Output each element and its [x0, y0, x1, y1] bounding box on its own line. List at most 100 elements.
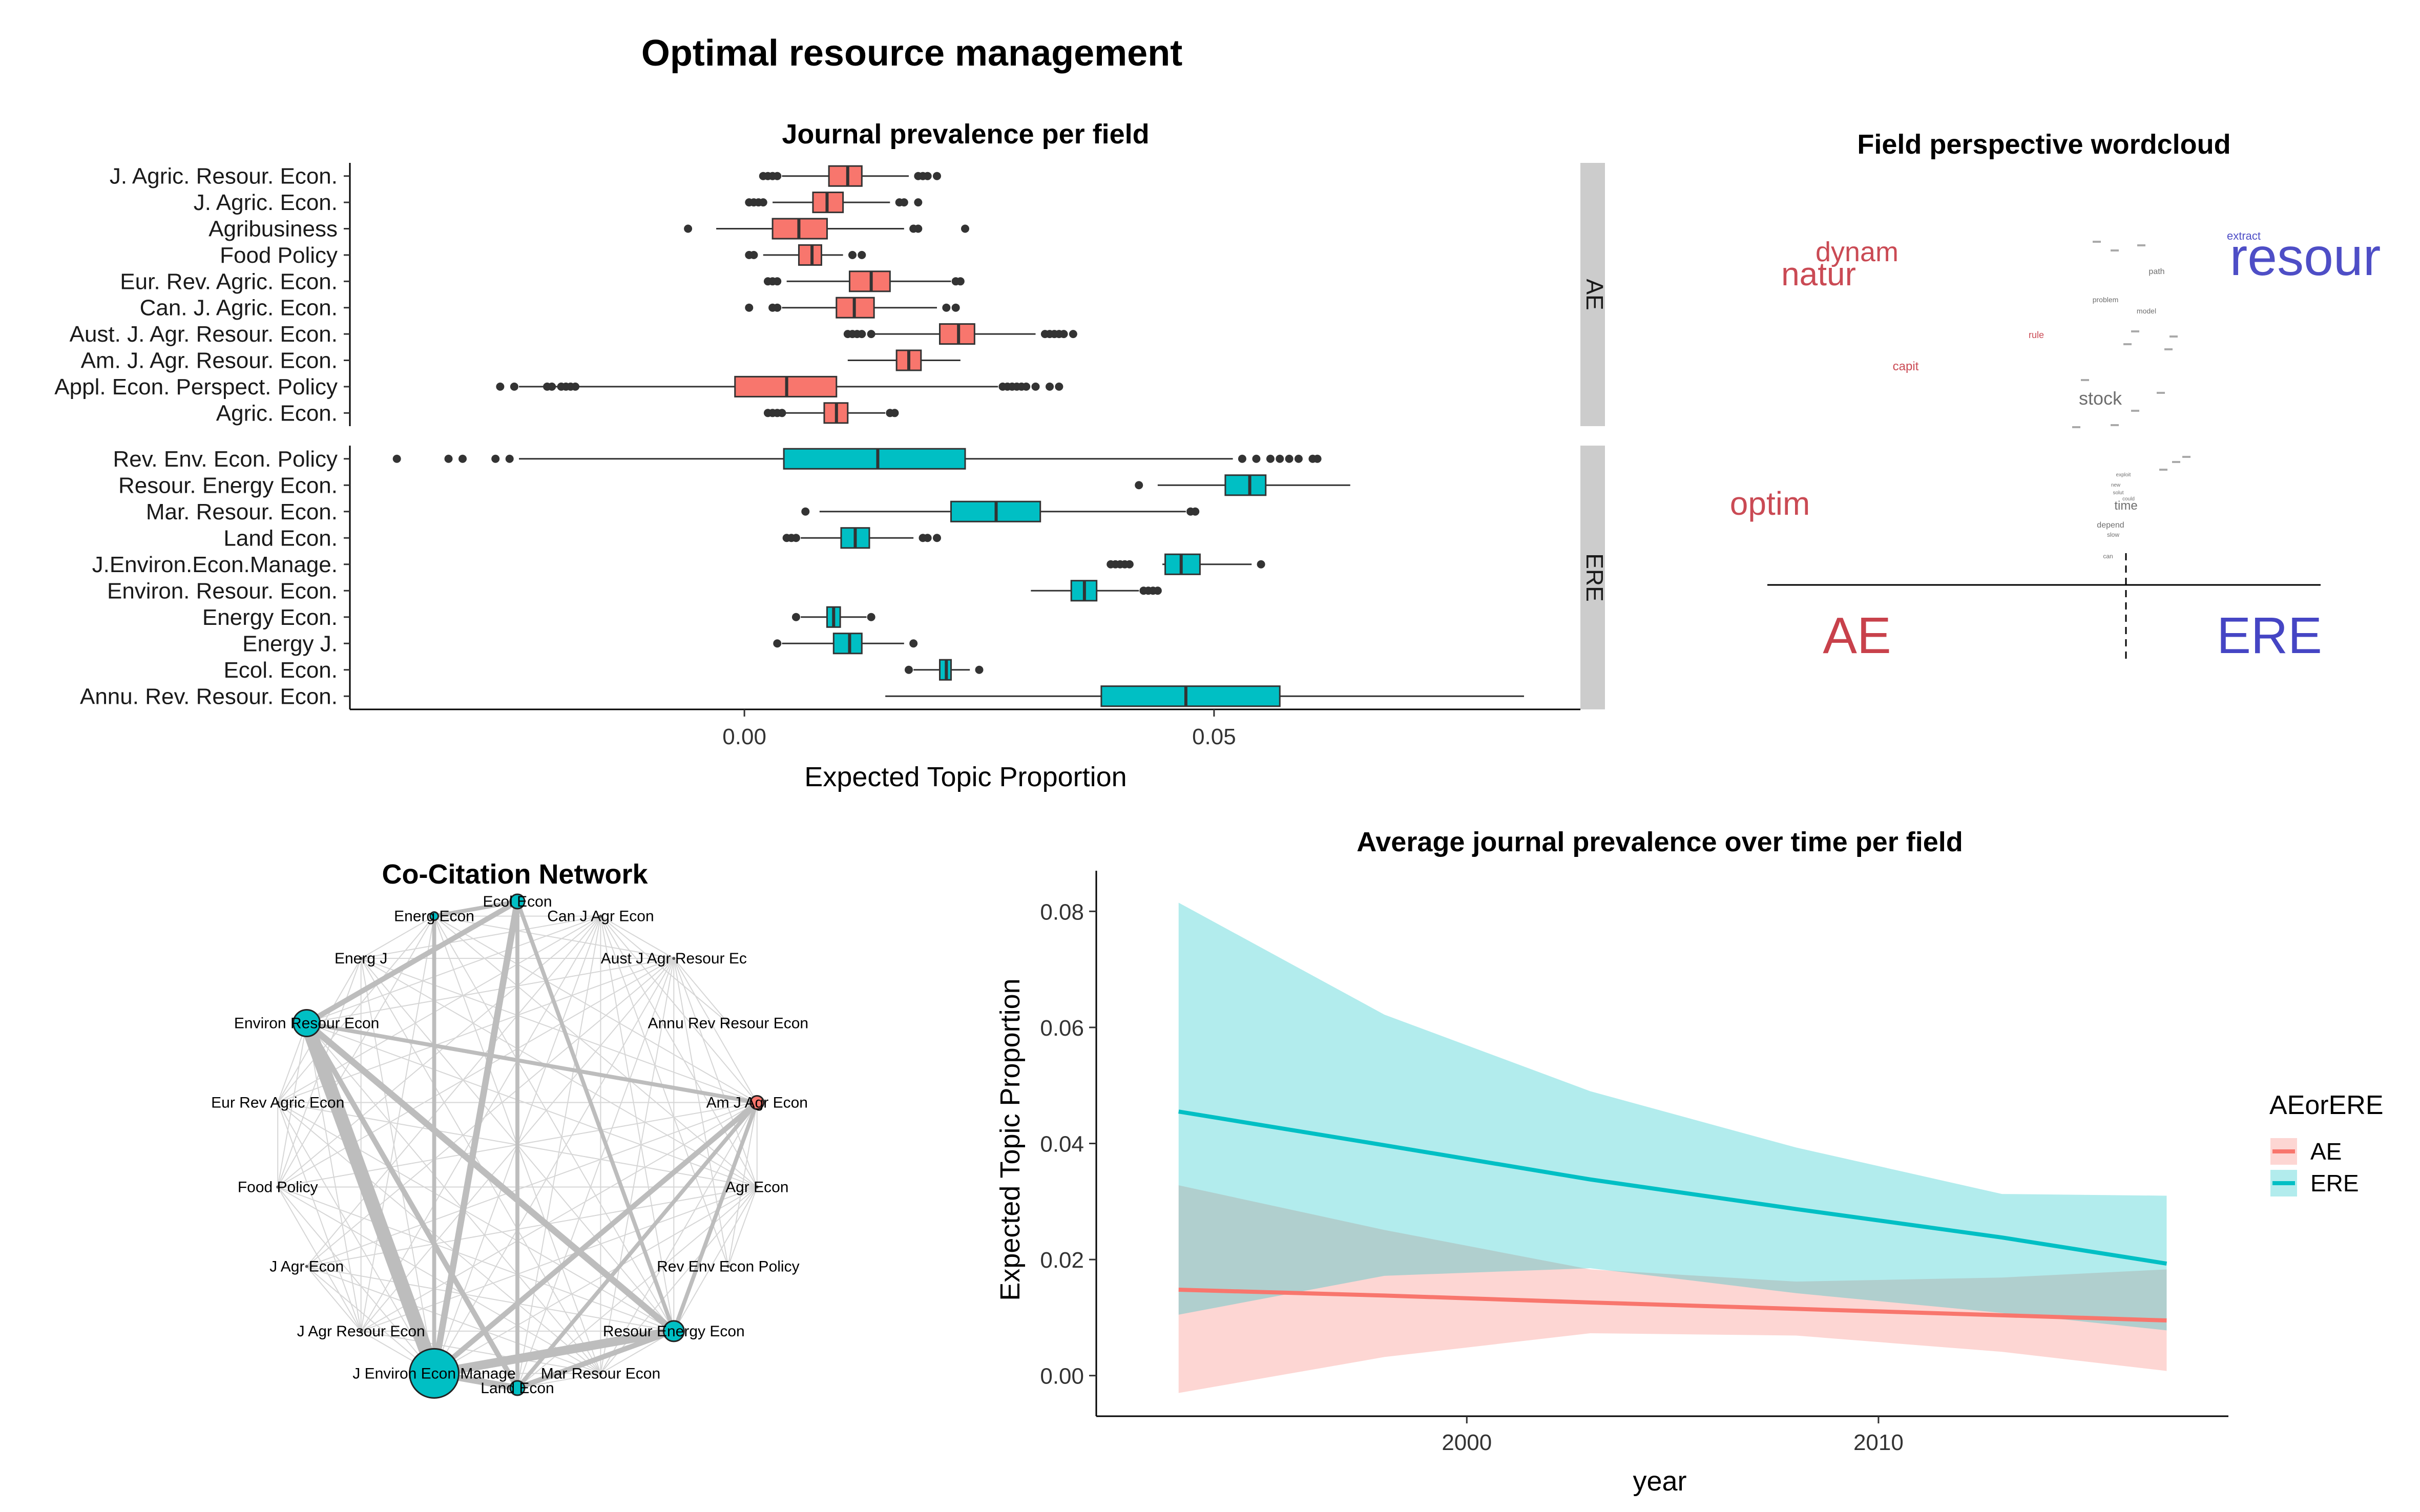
- journal-label: Energy Econ.: [202, 605, 338, 630]
- y-tick-label: 0.06: [1040, 1016, 1084, 1041]
- network-node: [359, 1329, 363, 1333]
- network-edge-light: [517, 958, 675, 1389]
- outlier-point: [1135, 481, 1143, 490]
- network-node: [429, 911, 440, 921]
- network-edge-light: [277, 1186, 362, 1332]
- outlier-point: [1285, 454, 1294, 463]
- outlier-point: [1266, 454, 1275, 463]
- outlier-point: [773, 303, 782, 312]
- tiny-word-mark: [2093, 241, 2101, 243]
- x-tick-label: 2010: [1853, 1430, 1904, 1455]
- network-node-label: Agr Econ: [725, 1179, 788, 1195]
- outlier-point: [848, 250, 857, 259]
- outlier-point: [745, 303, 754, 312]
- wordcloud-word: rule: [2029, 330, 2044, 340]
- outlier-point: [858, 330, 866, 339]
- journal-label: Appl. Econ. Perspect. Policy: [54, 374, 338, 400]
- network-edge-light: [433, 916, 675, 1332]
- outlier-point: [1059, 330, 1068, 339]
- outlier-point: [491, 454, 500, 463]
- journal-label: Ecol. Econ.: [223, 658, 338, 683]
- outlier-point: [1125, 560, 1134, 569]
- network-edge-light: [277, 1186, 435, 1374]
- network-edge-light: [277, 1102, 601, 1374]
- facet-strip: [1580, 163, 1605, 426]
- network-edge-light: [600, 916, 729, 1267]
- network-edge-light: [727, 1187, 758, 1267]
- outlier-point: [900, 198, 908, 207]
- legend: AEorERE AE ERE: [2269, 1090, 2384, 1196]
- network-node-label: Resour Energy Econ: [603, 1323, 745, 1340]
- network-node: [409, 1348, 460, 1399]
- network-node-label: Energ Econ: [394, 908, 474, 925]
- network-edge: [516, 1101, 759, 1390]
- outlier-point: [548, 382, 556, 391]
- outlier-point: [778, 409, 786, 417]
- wordcloud-word: can: [2103, 553, 2113, 560]
- wordcloud-word: extract: [2227, 229, 2261, 242]
- network-edge-light: [673, 958, 758, 1187]
- y-tick-label: 0.02: [1040, 1248, 1084, 1273]
- network-node: [662, 1320, 685, 1342]
- network-edge-light: [277, 1186, 674, 1332]
- x-tick-label: 0.00: [722, 724, 766, 749]
- wordcloud-word: optim: [1730, 485, 1810, 522]
- wordcloud-word: exploit: [2116, 472, 2131, 478]
- network-edge-light: [277, 958, 674, 1188]
- journal-label: Resour. Energy Econ.: [118, 473, 338, 498]
- outlier-point: [1252, 454, 1261, 463]
- wordcloud-panel: Field perspective wordcloud AE ERE dynam…: [1730, 129, 2381, 664]
- journal-label: Annu. Rev. Resour. Econ.: [80, 684, 338, 709]
- series-line: [1178, 1288, 2167, 1323]
- outlier-point: [1257, 560, 1265, 569]
- outlier-point: [904, 665, 913, 674]
- journal-label: Food Policy: [220, 243, 338, 268]
- network-edge: [432, 1100, 759, 1376]
- legend-label: ERE: [2310, 1170, 2359, 1196]
- network-node-label: Food Policy: [238, 1179, 318, 1195]
- wordcloud-title: Field perspective wordcloud: [1857, 129, 2230, 160]
- outlier-point: [914, 198, 923, 207]
- timeseries-y-axis-label: Expected Topic Proportion: [995, 978, 1026, 1300]
- wordcloud-word: path: [2148, 267, 2164, 276]
- network-edge-light: [600, 916, 758, 1103]
- journal-label: Eur. Rev. Agric. Econ.: [120, 269, 338, 294]
- network-node-label: J Agr Econ: [269, 1258, 344, 1275]
- confidence-ribbon: [1178, 1185, 2167, 1393]
- network-node: [305, 1265, 308, 1268]
- x-tick-label: 2000: [1442, 1430, 1492, 1455]
- outlier-point: [505, 454, 514, 463]
- wordcloud-word: natur: [1781, 256, 1856, 292]
- network-node-label: Annu Rev Resour Econ: [648, 1015, 809, 1032]
- network-edge-light: [600, 1102, 758, 1374]
- outlier-point: [1022, 382, 1031, 391]
- series-line: [1178, 1109, 2167, 1266]
- network-edge-light: [673, 958, 729, 1024]
- boxplot-panel: Journal prevalence per field Expected To…: [54, 119, 1608, 792]
- outlier-point: [975, 665, 984, 674]
- wordcloud-word: capit: [1893, 360, 1919, 373]
- network-edge-light: [306, 1266, 435, 1374]
- network-node-label: Mar Resour Econ: [541, 1365, 660, 1382]
- network-edge-light: [277, 1186, 601, 1374]
- network-node-label: Can J Agr Econ: [547, 908, 654, 925]
- journal-label: Can. J. Agric. Econ.: [140, 296, 338, 321]
- network-edge-light: [433, 958, 675, 1374]
- wordcloud-word: depend: [2097, 521, 2124, 530]
- outlier-point: [773, 639, 782, 648]
- outlier-point: [571, 382, 580, 391]
- journal-label: Environ. Resour. Econ.: [107, 578, 338, 603]
- network-node: [276, 1101, 280, 1104]
- outlier-point: [923, 172, 932, 180]
- outlier-point: [791, 613, 800, 621]
- tiny-word-mark: [2137, 244, 2145, 246]
- network-edge-light: [673, 1186, 758, 1332]
- network-edge-light: [433, 915, 758, 1188]
- boxplot-x-axis-label: Expected Topic Proportion: [804, 762, 1126, 792]
- facet-strip: [1580, 446, 1605, 709]
- network-node-label: Land Econ: [481, 1380, 554, 1397]
- outlier-point: [1191, 507, 1200, 516]
- outlier-point: [1046, 382, 1054, 391]
- network-edge-light: [306, 1266, 362, 1332]
